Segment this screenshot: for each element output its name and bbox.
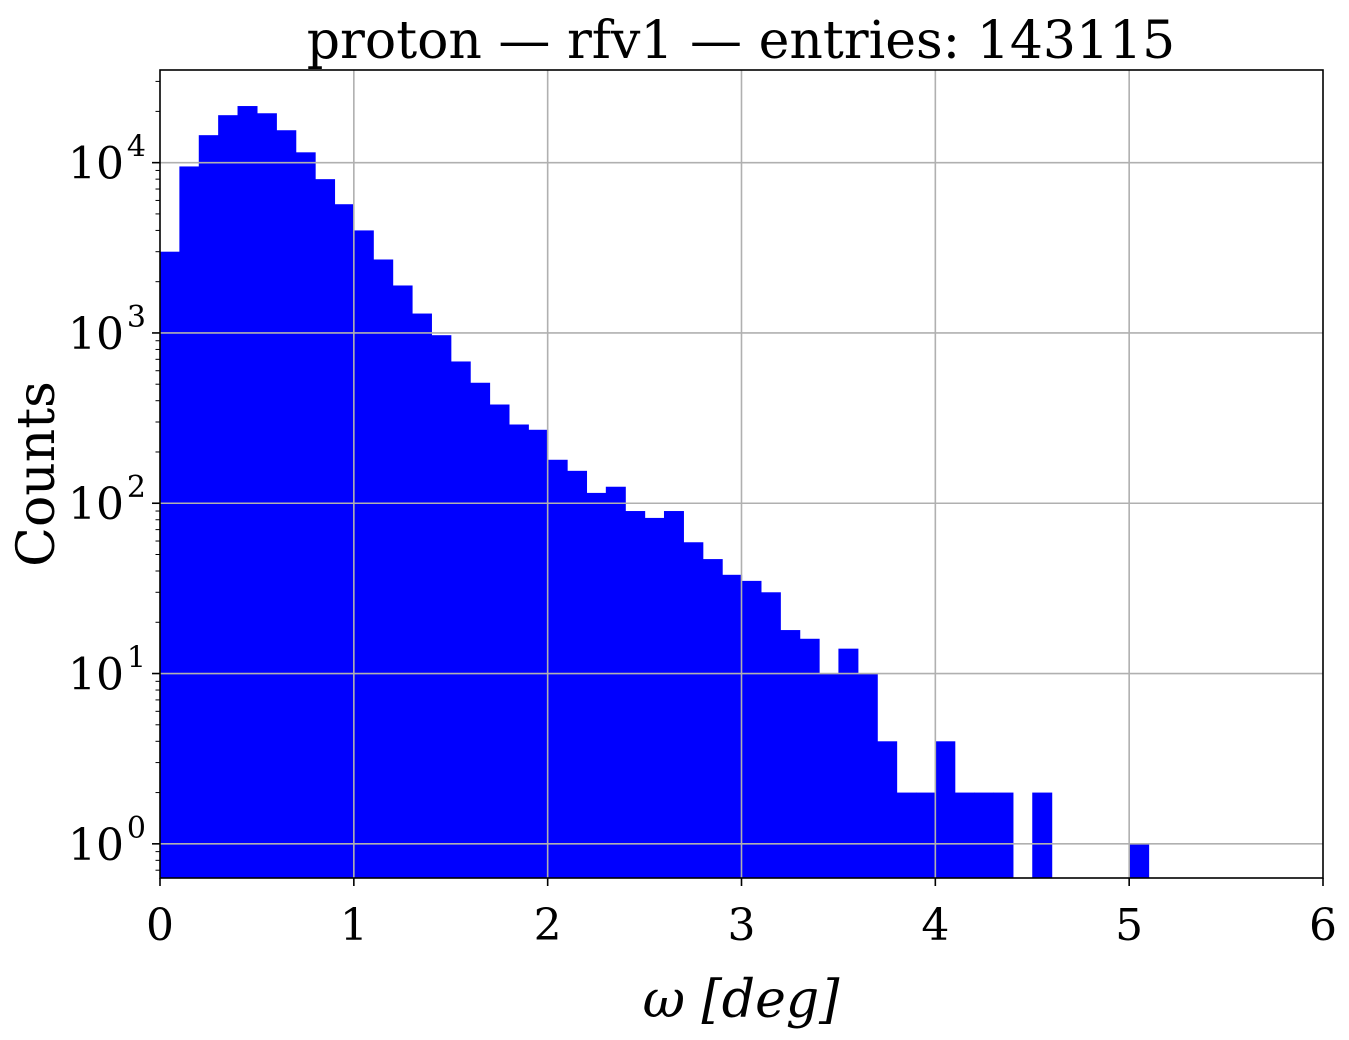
histogram-bar <box>722 574 743 878</box>
histogram-bar <box>954 792 975 878</box>
histogram-bar <box>935 741 956 878</box>
histogram-bar <box>857 673 878 878</box>
histogram-bar <box>896 792 917 878</box>
histogram-bar <box>237 106 258 879</box>
histogram-bar <box>819 673 840 878</box>
histogram-bar <box>915 792 936 878</box>
histogram-bar <box>218 115 239 879</box>
histogram-bar <box>547 459 568 878</box>
y-tick-exponent: 4 <box>127 130 146 165</box>
y-tick-label: 10 <box>68 309 124 360</box>
histogram-bar <box>528 429 549 878</box>
bars-group <box>160 106 1150 879</box>
histogram-bar <box>741 580 762 878</box>
y-tick-exponent: 0 <box>127 811 146 846</box>
histogram-bar <box>877 741 898 878</box>
histogram-bar <box>470 382 491 878</box>
histogram-bar <box>392 285 413 879</box>
histogram-bar <box>702 559 723 878</box>
y-tick-label: 10 <box>68 650 124 701</box>
x-tick-label: 5 <box>1115 900 1143 951</box>
histogram-bar <box>605 486 626 878</box>
histogram-bar <box>334 204 355 879</box>
y-tick-label: 10 <box>68 820 124 871</box>
histogram-bar <box>489 404 510 878</box>
histogram-bar <box>1032 792 1053 878</box>
histogram-bar <box>838 648 859 878</box>
histogram-bar <box>780 630 801 878</box>
histogram-bar <box>799 638 820 878</box>
grid-lines <box>160 70 1323 878</box>
y-axis-label: Counts <box>7 381 67 567</box>
histogram-bar <box>663 511 684 878</box>
histogram-bar <box>315 179 336 878</box>
histogram-bar <box>625 511 646 878</box>
histogram-bar <box>508 424 529 878</box>
histogram-bar <box>760 592 781 878</box>
x-tick-label: 3 <box>728 900 756 951</box>
y-tick-exponent: 2 <box>127 470 146 505</box>
y-tick-exponent: 3 <box>127 300 146 335</box>
histogram-bar <box>586 492 607 878</box>
histogram-bar <box>644 517 665 878</box>
histogram-bar <box>373 259 394 878</box>
y-tick-label: 10 <box>68 479 124 530</box>
histogram-bar <box>993 792 1014 878</box>
y-tick-label: 10 <box>68 139 124 190</box>
histogram-bar <box>1129 843 1150 878</box>
histogram-bar <box>683 542 704 878</box>
histogram-bar <box>450 361 471 879</box>
x-axis-label: ω [deg] <box>643 970 841 1030</box>
histogram-bar <box>160 251 180 878</box>
histogram-bar <box>179 166 200 878</box>
y-tick-exponent: 1 <box>127 641 146 676</box>
chart-title: proton — rfv1 — entries: 143115 <box>307 11 1176 71</box>
histogram-bar <box>353 230 374 879</box>
histogram-bar <box>974 792 995 878</box>
x-tick-label: 1 <box>340 900 368 951</box>
histogram-bar <box>276 130 297 879</box>
x-tick-label: 6 <box>1309 900 1337 951</box>
histogram-bar <box>256 113 277 878</box>
histogram-bar <box>431 335 452 878</box>
histogram-bar <box>411 313 432 878</box>
histogram-bar <box>567 470 588 878</box>
histogram-bar <box>295 152 316 878</box>
histogram-bar <box>198 135 219 879</box>
x-tick-label: 2 <box>534 900 562 951</box>
x-tick-label: 0 <box>146 900 174 951</box>
x-tick-label: 4 <box>921 900 949 951</box>
